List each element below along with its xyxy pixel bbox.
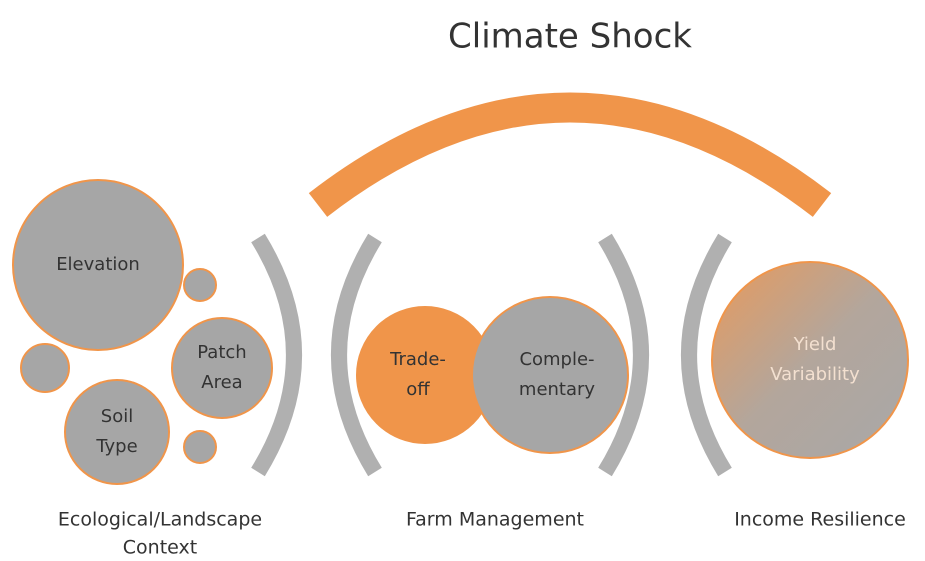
node-label: Trade- bbox=[389, 349, 446, 370]
section-label: Farm Management bbox=[406, 509, 584, 531]
node-label: off bbox=[406, 379, 430, 400]
node-label: Yield bbox=[793, 334, 837, 355]
node-label: Variability bbox=[770, 364, 860, 385]
section-label: Context bbox=[123, 537, 197, 558]
node-label: mentary bbox=[519, 379, 596, 400]
section-label: Income Resilience bbox=[734, 509, 906, 531]
node-label: Soil bbox=[101, 406, 133, 427]
section-label: Ecological/Landscape bbox=[58, 509, 262, 531]
node-label: Patch bbox=[197, 342, 246, 363]
title: Climate Shock bbox=[448, 17, 692, 57]
node-label: Type bbox=[95, 436, 137, 457]
node-label: Elevation bbox=[56, 254, 140, 275]
circles bbox=[12, 179, 909, 485]
node-label: Area bbox=[201, 372, 242, 393]
brackets bbox=[251, 233, 732, 477]
climate-arc bbox=[308, 92, 832, 217]
node-label: Comple- bbox=[519, 349, 594, 370]
